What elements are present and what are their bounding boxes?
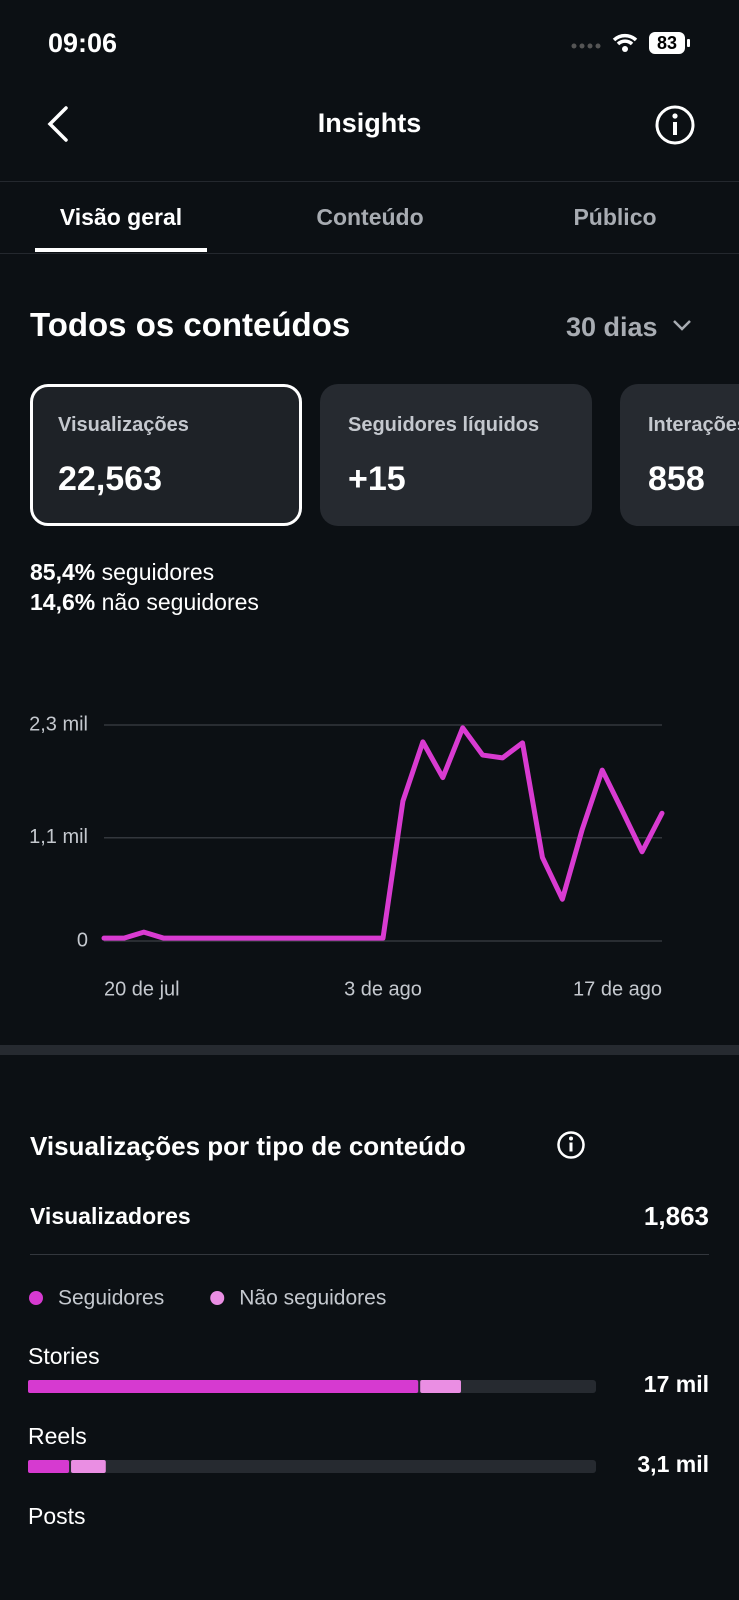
back-button[interactable] [44,104,74,144]
metric-value: 22,563 [58,460,162,498]
metric-card[interactable]: Interações 858 [620,384,739,526]
divider [0,1045,739,1055]
metric-card[interactable]: Seguidores líquidos +15 [320,384,592,526]
divider [0,181,739,182]
chevron [673,320,691,331]
metric-label: Interações [648,414,739,436]
battery-level: 83 [657,33,677,53]
divider [30,1254,709,1255]
breakdown-label: seguidores [101,559,215,585]
status-icons: 83 [571,32,690,54]
tab-indicator [35,248,207,252]
y-tick-label: 1,1 mil [29,826,88,848]
line-chart: 0 1,1 mil 2,3 mil 20 de jul 3 de ago 17 de ag… [29,713,665,1000]
period-selector[interactable]: 30 dias [566,312,695,343]
section-title: Visualizações por tipo de conteúdo [30,1131,466,1161]
period: 30 dias [566,312,658,342]
y-tick-label: 2,3 mil [29,713,88,735]
percent: 85,4% [30,559,96,585]
legend-label: Não seguidores [239,1287,386,1310]
breakdown: 85,4% seguidores 14,6% não seguidores [30,557,259,617]
tab[interactable]: Conteúdo [316,204,424,230]
legend-marker [29,1291,43,1305]
line [101,725,665,941]
viewers-label: Visualizadores [30,1203,191,1229]
tab[interactable]: Público [573,204,657,230]
section-title: Todos os conteúdos [30,306,351,343]
divider [0,253,739,254]
bar-segment [71,1460,106,1473]
metric-value: +15 [348,460,406,498]
bar-segment [420,1380,461,1393]
bar-segment [28,1380,419,1393]
metric-value: 858 [648,460,705,498]
metric-label: Seguidores líquidos [348,414,540,436]
category-label: Reels [28,1423,87,1449]
value-label: 3,1 mil [637,1451,709,1477]
category-label: Stories [28,1343,100,1369]
category-label: Posts [28,1503,86,1529]
info-icon[interactable] [556,1130,588,1162]
page-title: Insights [317,108,422,138]
bar-track [28,1460,596,1473]
y-tick-label: 0 [77,929,88,951]
metric-label: Visualizações [58,414,189,436]
percent: 14,6% [30,589,96,615]
value-label: 17 mil [644,1371,709,1397]
legend-label: Seguidores [58,1287,164,1310]
tab[interactable]: Visão geral [59,204,183,230]
x-tick-label: 20 de jul [104,978,180,1000]
bar-segment [28,1460,70,1473]
x-tick-label: 17 de ago [573,978,662,1000]
legend-marker [210,1291,225,1305]
x-tick-label: 3 de ago [344,978,422,1000]
viewers-value: 1,863 [643,1201,709,1231]
info-button[interactable] [654,104,696,146]
clock: 09:06 [48,28,118,58]
breakdown-label: não seguidores [101,589,259,615]
bar-chart: Seguidores Não seguidores Stories 17 mil Ree… [28,1287,709,1529]
metric-card[interactable]: Visualizações 22,563 [30,384,302,526]
